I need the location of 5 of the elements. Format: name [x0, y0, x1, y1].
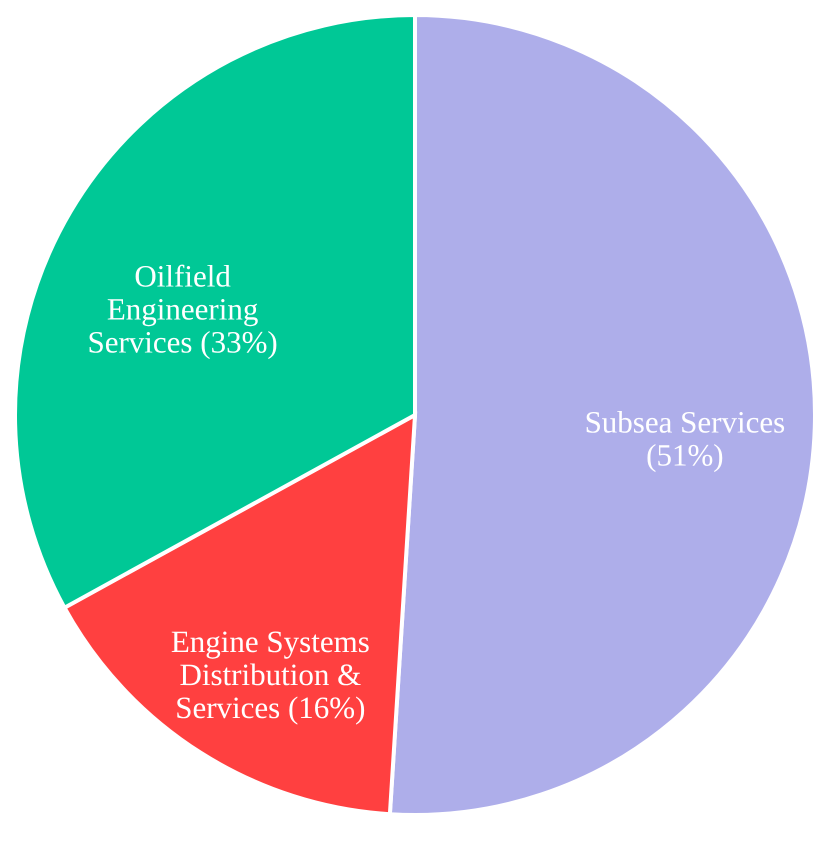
slice-label: Engine Systems Distribution &	[170, 624, 370, 692]
slice-label: Oilfield Engineering Services (33%)	[87, 258, 278, 360]
data-label: Services (16%)	[175, 690, 366, 725]
data-label: (51%)	[646, 437, 724, 472]
slice-label: Subsea Services	[584, 404, 786, 440]
